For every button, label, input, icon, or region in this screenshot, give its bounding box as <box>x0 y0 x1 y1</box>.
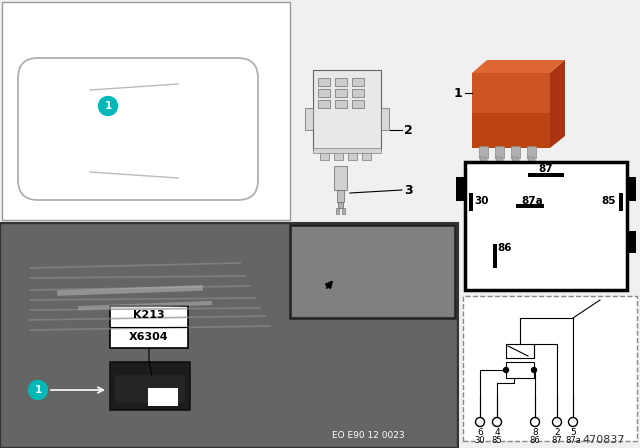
Bar <box>348 150 357 160</box>
Bar <box>2 2 290 220</box>
Bar <box>493 244 497 268</box>
Bar <box>495 146 504 158</box>
Text: 85: 85 <box>602 196 616 206</box>
Text: 1: 1 <box>104 101 111 111</box>
Bar <box>336 208 339 214</box>
Bar <box>320 150 329 160</box>
Bar <box>528 173 564 177</box>
Polygon shape <box>550 60 565 148</box>
Bar <box>115 375 185 403</box>
Bar <box>506 344 534 358</box>
Text: 1: 1 <box>35 385 42 395</box>
Text: 6: 6 <box>477 427 483 436</box>
Bar <box>313 148 381 153</box>
Bar <box>511 146 520 158</box>
Text: 2: 2 <box>404 124 413 137</box>
Bar <box>527 146 536 158</box>
Circle shape <box>531 418 540 426</box>
Bar <box>334 150 343 160</box>
Bar <box>110 362 190 410</box>
Text: 87: 87 <box>539 164 554 174</box>
Text: 87a: 87a <box>521 196 543 206</box>
Bar <box>318 78 330 86</box>
Bar <box>456 177 465 201</box>
Bar <box>627 231 636 253</box>
Bar <box>619 193 623 211</box>
Bar <box>338 202 343 208</box>
Circle shape <box>531 367 536 372</box>
Circle shape <box>552 418 561 426</box>
Circle shape <box>504 367 509 372</box>
Bar <box>335 89 347 97</box>
Text: 87: 87 <box>552 435 563 444</box>
Bar <box>148 388 178 406</box>
Circle shape <box>568 418 577 426</box>
Bar <box>472 113 550 148</box>
Bar <box>318 89 330 97</box>
Circle shape <box>476 418 484 426</box>
Bar <box>352 100 364 108</box>
Text: 1: 1 <box>453 86 462 99</box>
Bar <box>362 150 371 160</box>
Text: 86: 86 <box>530 435 540 444</box>
Polygon shape <box>472 60 565 73</box>
Circle shape <box>493 418 502 426</box>
Bar <box>381 108 389 130</box>
Bar <box>342 208 345 214</box>
Text: 8: 8 <box>532 427 538 436</box>
Text: 470837: 470837 <box>582 435 625 445</box>
Bar <box>512 157 519 165</box>
Text: 87a: 87a <box>565 435 581 444</box>
Bar <box>335 100 347 108</box>
Bar <box>469 193 473 211</box>
Bar <box>335 78 347 86</box>
Bar <box>0 223 458 448</box>
Bar <box>352 78 364 86</box>
Bar <box>472 73 550 148</box>
Bar <box>465 162 627 290</box>
Bar <box>528 157 535 165</box>
Bar <box>496 157 503 165</box>
Bar <box>110 306 188 348</box>
Bar <box>463 296 637 441</box>
Bar <box>292 227 453 316</box>
Bar <box>506 362 534 378</box>
Text: 30: 30 <box>475 435 485 444</box>
Circle shape <box>99 96 118 116</box>
Circle shape <box>29 380 47 400</box>
Bar <box>480 157 487 165</box>
Text: K213: K213 <box>133 310 165 320</box>
Bar <box>290 225 455 318</box>
FancyBboxPatch shape <box>18 58 258 200</box>
Bar <box>627 177 636 201</box>
Bar <box>318 100 330 108</box>
Bar <box>516 204 544 208</box>
Bar <box>337 190 344 202</box>
Text: X6304: X6304 <box>129 332 169 342</box>
Text: 85: 85 <box>492 435 502 444</box>
Bar <box>479 146 488 158</box>
Text: 2: 2 <box>554 427 560 436</box>
Bar <box>2 225 456 446</box>
Bar <box>305 108 313 130</box>
Text: 5: 5 <box>570 427 576 436</box>
Bar <box>313 70 381 150</box>
Text: EO E90 12 0023: EO E90 12 0023 <box>332 431 404 439</box>
Text: 86: 86 <box>497 243 511 253</box>
Text: 3: 3 <box>404 184 413 197</box>
Bar <box>352 89 364 97</box>
Text: 4: 4 <box>494 427 500 436</box>
Bar <box>334 166 347 190</box>
Text: 30: 30 <box>474 196 488 206</box>
